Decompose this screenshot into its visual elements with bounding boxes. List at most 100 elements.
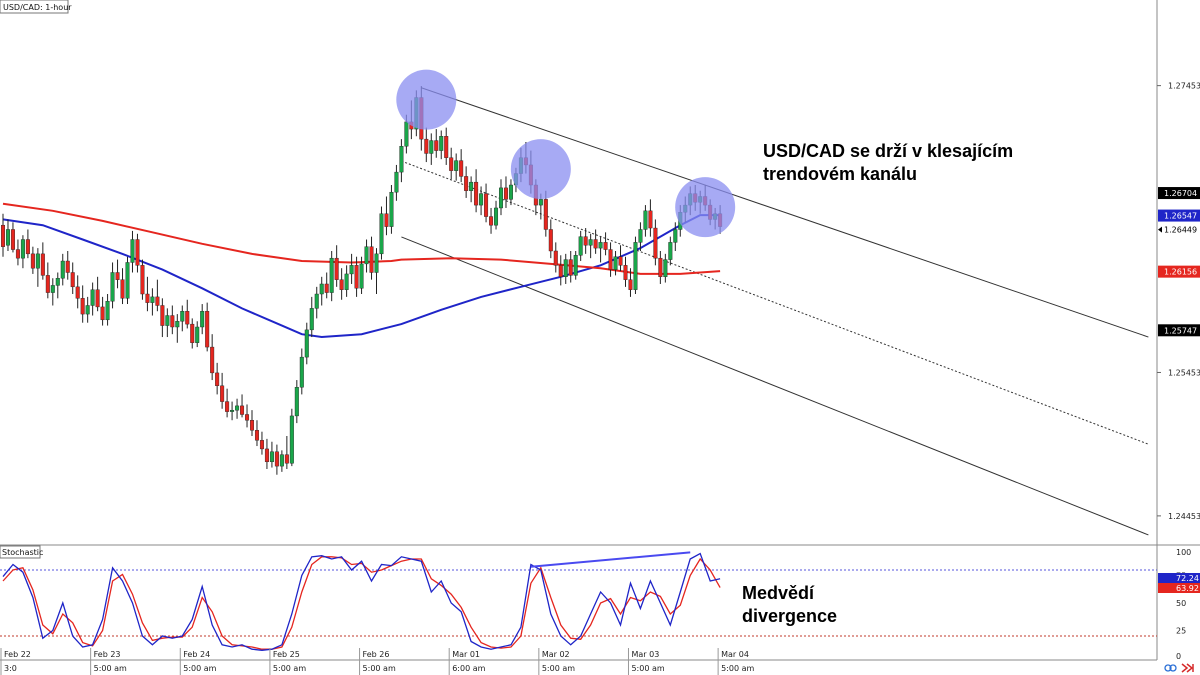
divergence-line: [530, 551, 691, 568]
candle: [5, 219, 10, 251]
price-label-box: [1158, 223, 1200, 236]
candle-body: [344, 273, 349, 290]
highlight-circle-3: [675, 177, 736, 238]
candle: [628, 268, 633, 297]
chart-title-box: USD/CAD: 1-hour: [0, 0, 72, 14]
candle: [70, 262, 75, 295]
candle: [60, 253, 65, 286]
time-tick-time: 5:00 am: [631, 664, 664, 673]
candle-body: [429, 140, 434, 154]
time-tick-date: Feb 26: [363, 650, 390, 659]
candle-body: [503, 187, 508, 200]
candle-body: [1, 224, 5, 247]
candle-body: [10, 229, 15, 250]
candle: [294, 380, 299, 424]
candle: [548, 219, 553, 259]
candle: [563, 253, 568, 284]
price-label: 1.26704: [1158, 187, 1200, 200]
candle: [1, 213, 5, 257]
candle-body: [220, 385, 225, 402]
candle: [75, 275, 80, 309]
time-tick-date: Mar 01: [452, 650, 480, 659]
candle: [85, 296, 90, 323]
candle-body: [210, 346, 215, 374]
candle-body: [613, 256, 618, 270]
price-tick-label: 1.25453: [1168, 368, 1200, 377]
candle-body: [424, 138, 429, 154]
candle-body: [494, 207, 499, 226]
candle: [399, 139, 404, 183]
candle: [568, 250, 573, 283]
candle-body: [165, 315, 170, 326]
candle-body: [200, 311, 205, 328]
candle-body: [573, 255, 578, 276]
candle: [593, 229, 598, 254]
candle: [439, 130, 444, 160]
price-label-text: 1.26449: [1164, 226, 1197, 235]
candles: [1, 86, 723, 475]
candle-body: [608, 249, 613, 270]
candle: [279, 450, 284, 472]
candle: [449, 147, 454, 180]
candle: [499, 179, 504, 216]
candle-body: [215, 372, 220, 387]
candle-body: [364, 246, 369, 265]
candle-body: [85, 305, 90, 315]
candle-body: [479, 193, 484, 206]
candle: [374, 248, 379, 295]
candle: [384, 196, 389, 236]
candle-body: [658, 257, 663, 278]
candle: [259, 431, 264, 455]
candle: [170, 305, 175, 335]
candle: [210, 334, 215, 381]
highlight-circle-2: [510, 139, 571, 200]
candle-body: [588, 239, 593, 246]
candle-body: [459, 160, 464, 177]
price-tick-label: 1.27453: [1168, 82, 1200, 91]
candle-body: [329, 257, 334, 293]
candle: [503, 176, 508, 208]
price-label-text: 1.25747: [1164, 326, 1197, 335]
highlight-circles: [396, 69, 736, 238]
candle: [464, 166, 469, 198]
candle-body: [225, 401, 230, 412]
candle-body: [508, 184, 513, 200]
candle-body: [583, 236, 588, 246]
candle-body: [259, 440, 264, 450]
candle-body: [240, 405, 245, 415]
price-label: 1.26547: [1158, 209, 1200, 222]
scroll-to-end-icon[interactable]: [1181, 663, 1194, 673]
time-tick-time: 5:00 am: [363, 664, 396, 673]
candle-body: [15, 249, 20, 259]
candle: [508, 179, 513, 206]
candle-body: [489, 216, 494, 226]
price-label-text: 1.26156: [1164, 268, 1197, 277]
candle-body: [349, 265, 354, 275]
candle: [324, 272, 329, 299]
price-marker-icon: [1158, 226, 1162, 233]
candle: [469, 176, 474, 203]
corner-icons: [1164, 663, 1194, 673]
candle-body: [464, 176, 469, 191]
candle-body: [309, 308, 314, 331]
link-icon[interactable]: [1164, 664, 1177, 672]
candle-body: [334, 257, 339, 280]
candle: [643, 205, 648, 237]
candle-body: [65, 260, 70, 273]
candle: [40, 242, 45, 280]
candle-body: [35, 253, 40, 269]
candle-body: [190, 323, 195, 343]
price-label-text: 1.26547: [1164, 212, 1197, 221]
price-label-box: [1158, 265, 1200, 278]
candle-body: [160, 305, 165, 326]
candle-body: [284, 454, 289, 464]
candle-body: [264, 448, 269, 463]
candle-body: [558, 265, 563, 278]
channel-line-3: [401, 236, 1149, 536]
candle: [195, 321, 200, 348]
candle: [120, 268, 125, 305]
candle: [225, 388, 230, 418]
candle: [269, 441, 274, 468]
candle-body: [499, 187, 504, 209]
stochastic-label: Stochastic: [2, 548, 43, 557]
